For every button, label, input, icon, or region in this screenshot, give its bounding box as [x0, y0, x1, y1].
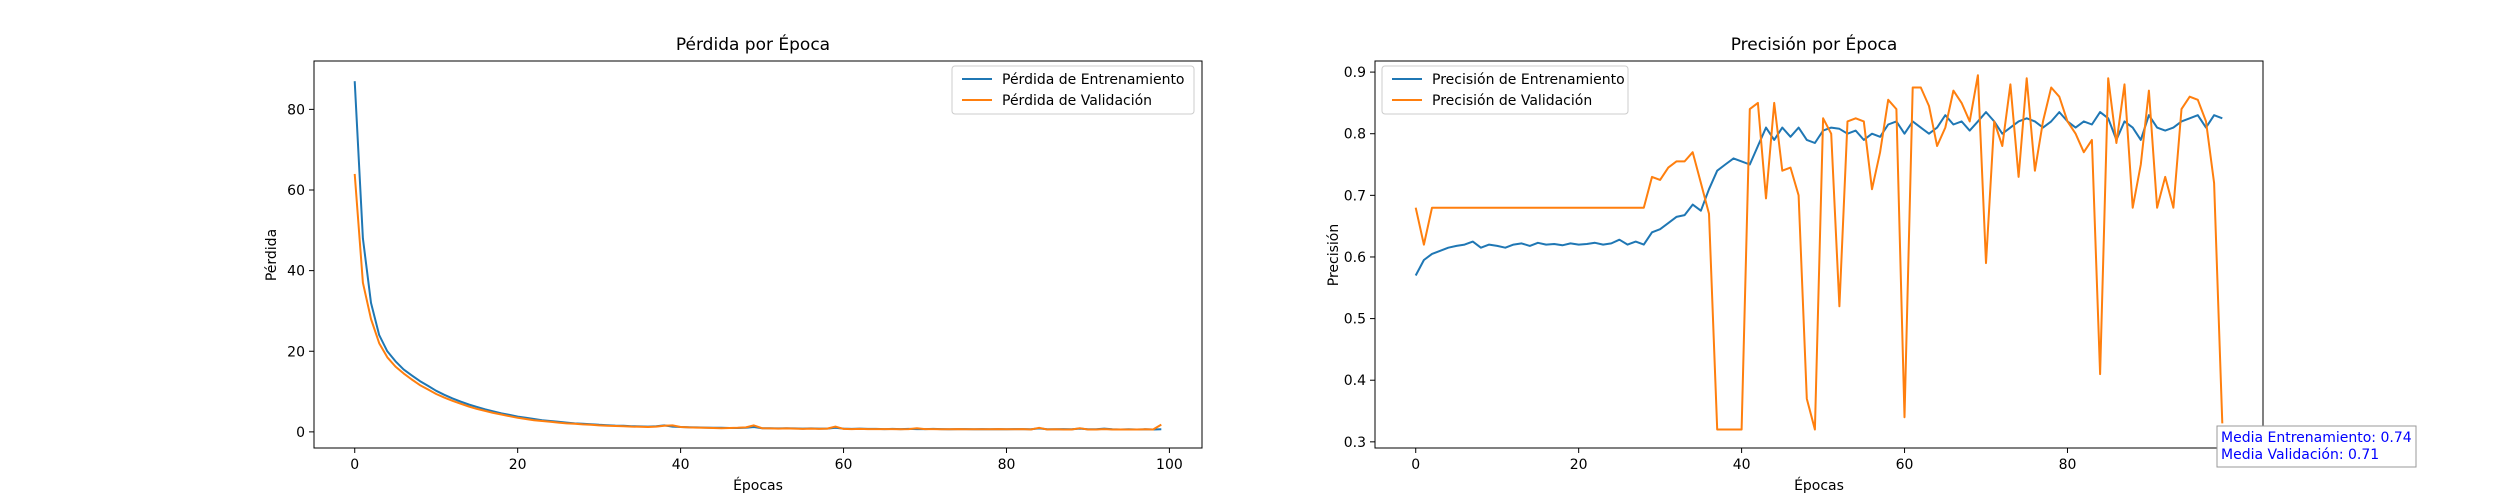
loss-y-tick-label: 20 [287, 344, 305, 360]
loss-x-tick-label: 40 [672, 457, 690, 473]
accuracy-y-tick-label: 0.7 [1344, 188, 1366, 204]
loss-x-tick-label: 80 [998, 457, 1016, 473]
loss-plot-frame [313, 60, 1203, 449]
loss-y-tick-label: 80 [287, 102, 305, 118]
loss-legend-box [951, 65, 1195, 115]
accuracy-y-axis-label: Precisión [1326, 224, 1342, 286]
accuracy-x-axis-label: Épocas [1794, 477, 1844, 494]
loss-legend-val-label: Pérdida de Validación [1002, 93, 1152, 109]
loss-series-layer [353, 81, 1162, 431]
accuracy-y-tick-label: 0.5 [1344, 312, 1366, 328]
loss-legend-train-label: Pérdida de Entrenamiento [1002, 72, 1185, 88]
accuracy-chart: Precisión por Época 0 20 40 60 80 0.3 0.4 0.5 0.… [1326, 33, 2417, 494]
accuracy-y-tick-label: 0.8 [1344, 127, 1366, 143]
loss-x-axis-label: Épocas [733, 477, 783, 494]
loss-x-tick-label: 0 [350, 457, 359, 473]
accuracy-chart-title: Precisión por Época [1731, 33, 1898, 55]
accuracy-plot-frame [1374, 60, 2264, 449]
loss-y-tick-label: 60 [287, 183, 305, 199]
mean-annotation-box [2216, 425, 2417, 468]
loss-tick-layer: 0 20 40 60 80 100 0 20 40 60 80 [287, 102, 1183, 473]
loss-x-tick-label: 60 [835, 457, 853, 473]
loss-chart-title: Pérdida por Época [676, 33, 830, 55]
accuracy-legend-val-label: Precisión de Validación [1432, 93, 1592, 109]
loss-y-axis-label: Pérdida [264, 229, 280, 281]
accuracy-y-tick-label: 0.3 [1344, 435, 1366, 451]
loss-chart: Pérdida por Época 0 20 40 60 80 100020406080 … [264, 33, 1203, 494]
accuracy-legend-box [1381, 65, 1629, 115]
accuracy-x-tick-label: 40 [1733, 457, 1751, 473]
loss-y-tick-label: 0 [296, 425, 305, 441]
loss-series-val-line [353, 173, 1162, 431]
accuracy-tick-layer: 0 20 40 60 80 0.3 0.4 0.5 0.6 0.7 0.8 0.9 [1344, 65, 2077, 473]
accuracy-x-tick-label: 20 [1570, 457, 1588, 473]
mean-annotation-val: Media Validación: 0.71 [2221, 447, 2379, 463]
accuracy-y-tick-label: 0.4 [1344, 373, 1366, 389]
accuracy-y-tick-label: 0.6 [1344, 250, 1366, 266]
accuracy-series-train-line [1414, 111, 2223, 276]
accuracy-x-tick-label: 0 [1411, 457, 1420, 473]
accuracy-legend-train-label: Precisión de Entrenamiento [1432, 72, 1625, 88]
accuracy-series-val-line [1414, 74, 2224, 431]
accuracy-legend: Precisión de Entrenamiento Precisión de … [1381, 65, 1629, 115]
loss-y-tick-label: 40 [287, 264, 305, 280]
accuracy-series-layer [1414, 74, 2224, 431]
mean-annotation: Media Entrenamiento: 0.74 Media Validaci… [2216, 425, 2417, 468]
loss-legend: Pérdida de Entrenamiento Pérdida de Vali… [951, 65, 1195, 115]
mean-annotation-train: Media Entrenamiento: 0.74 [2221, 430, 2412, 446]
accuracy-x-tick-label: 60 [1896, 457, 1914, 473]
loss-x-tick-label: 100 [1156, 457, 1183, 473]
accuracy-y-tick-label: 0.9 [1344, 65, 1366, 81]
loss-x-tick-label: 20 [509, 457, 527, 473]
accuracy-x-tick-label: 80 [2059, 457, 2077, 473]
